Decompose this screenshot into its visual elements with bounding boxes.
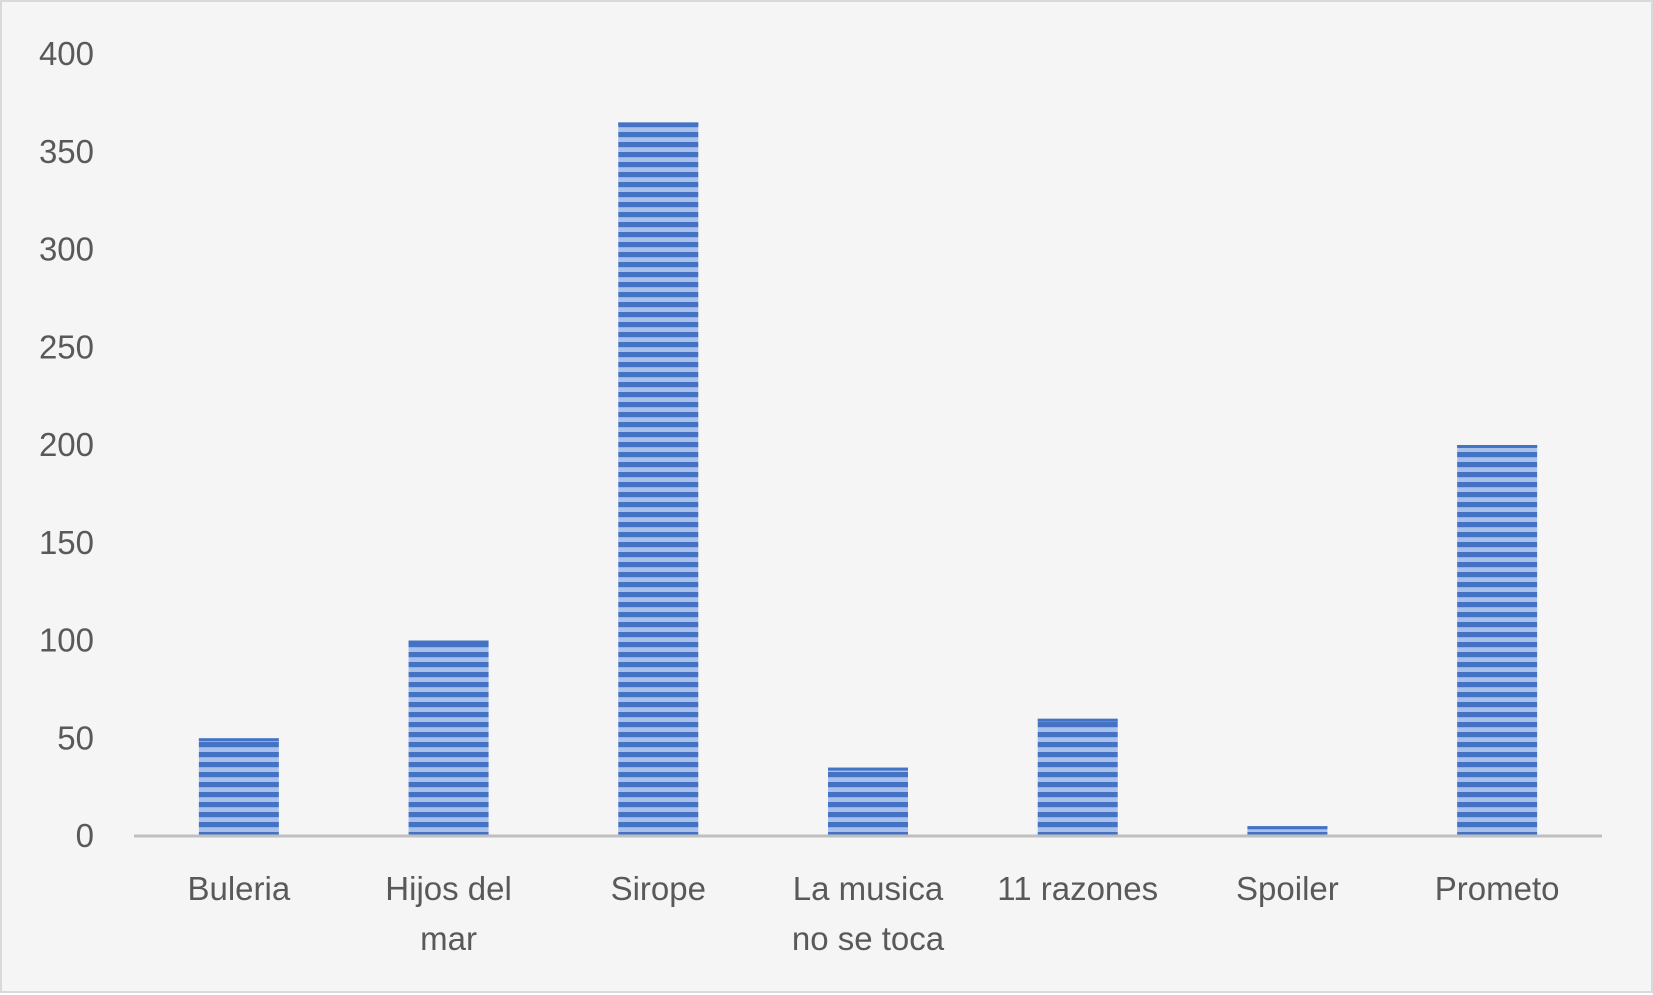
x-category-label-2-line-0: Sirope xyxy=(611,870,706,907)
bar-top-edge-6 xyxy=(1457,445,1538,448)
bar-top-edge-4 xyxy=(1037,718,1118,722)
x-category-label-3-line-1: no se toca xyxy=(792,920,945,957)
y-tick-label-300: 300 xyxy=(39,231,94,268)
y-tick-label-0: 0 xyxy=(76,817,94,854)
x-category-label-6-line-0: Prometo xyxy=(1435,870,1560,907)
y-tick-label-50: 50 xyxy=(57,719,94,756)
bar-top-edge-3 xyxy=(828,767,908,771)
bar-0 xyxy=(198,738,279,836)
bar-top-edge-1 xyxy=(408,640,489,644)
y-tick-label-200: 200 xyxy=(39,426,94,463)
bar-top-edge-5 xyxy=(1247,826,1328,830)
bar-4 xyxy=(1037,718,1118,836)
bar-6 xyxy=(1457,445,1538,836)
y-axis-tick-labels: 0 50 100 150 200 250 300 350 400 xyxy=(39,35,94,854)
y-tick-label-100: 100 xyxy=(39,622,94,659)
y-tick-label-350: 350 xyxy=(39,133,94,170)
x-category-label-1-line-0: Hijos del xyxy=(385,870,512,907)
x-axis-category-labels: Buleria Hijos del mar Sirope La musica no se … xyxy=(187,870,1559,957)
bar-2 xyxy=(618,122,699,837)
y-tick-label-150: 150 xyxy=(39,524,94,561)
bar-top-edge-2 xyxy=(618,122,699,126)
x-category-label-1-line-1: mar xyxy=(420,920,477,957)
x-category-label-3-line-0: La musica xyxy=(793,870,944,907)
x-category-label-0-line-0: Buleria xyxy=(187,870,290,907)
bars xyxy=(198,122,1538,837)
x-category-label-5-line-0: Spoiler xyxy=(1236,870,1339,907)
bar-3 xyxy=(828,767,908,836)
y-tick-label-400: 400 xyxy=(39,35,94,72)
bar-top-edge-0 xyxy=(198,738,279,742)
bar-1 xyxy=(408,640,489,836)
x-category-label-4-line-0: 11 razones xyxy=(997,870,1158,907)
bar-5 xyxy=(1247,826,1328,836)
y-tick-label-250: 250 xyxy=(39,328,94,365)
